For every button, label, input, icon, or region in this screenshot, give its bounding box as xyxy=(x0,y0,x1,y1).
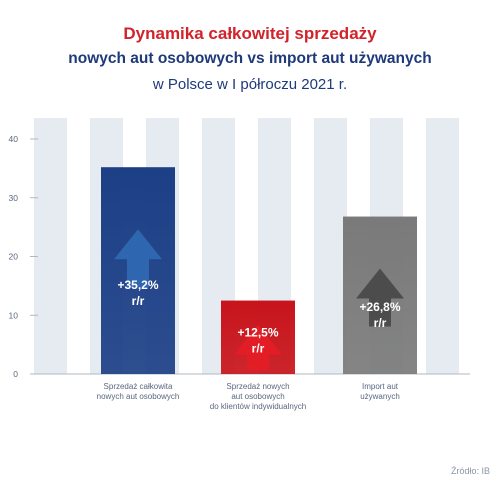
category-label: do klientów indywidualnych xyxy=(210,402,307,411)
bar-label-value: +35,2% xyxy=(117,278,158,292)
category-label: Import aut xyxy=(362,382,399,391)
background-stripe xyxy=(426,118,459,374)
bar-label-unit: r/r xyxy=(132,294,145,308)
y-tick-label: 40 xyxy=(9,134,19,144)
chart-subtitle-period: w Polsce w I półroczu 2021 r. xyxy=(152,76,348,93)
bar-label-unit: r/r xyxy=(252,342,265,356)
up-arrow-icon xyxy=(114,229,162,288)
category-label: Sprzedaż nowych xyxy=(226,382,289,391)
y-tick-label: 20 xyxy=(9,252,19,262)
background-stripe xyxy=(314,118,347,374)
category-label: aut osobowych xyxy=(231,392,284,401)
bar-label-unit: r/r xyxy=(374,316,387,330)
chart-title: Dynamika całkowitej sprzedaży xyxy=(123,24,377,43)
category-label: używanych xyxy=(360,392,400,401)
up-arrow-icon xyxy=(356,268,404,327)
category-label: nowych aut osobowych xyxy=(97,392,180,401)
bar-label-value: +26,8% xyxy=(359,300,400,314)
y-tick-label: 0 xyxy=(13,369,18,379)
source-note: Źródło: IB xyxy=(450,466,490,476)
y-tick-label: 30 xyxy=(9,193,19,203)
background-stripe xyxy=(34,118,67,374)
up-arrow-icon xyxy=(234,324,282,370)
chart-subtitle: nowych aut osobowych vs import aut używa… xyxy=(68,50,432,67)
category-label: Sprzedaż całkowita xyxy=(104,382,173,391)
bar-label-value: +12,5% xyxy=(237,326,278,340)
y-tick-label: 10 xyxy=(9,310,19,320)
